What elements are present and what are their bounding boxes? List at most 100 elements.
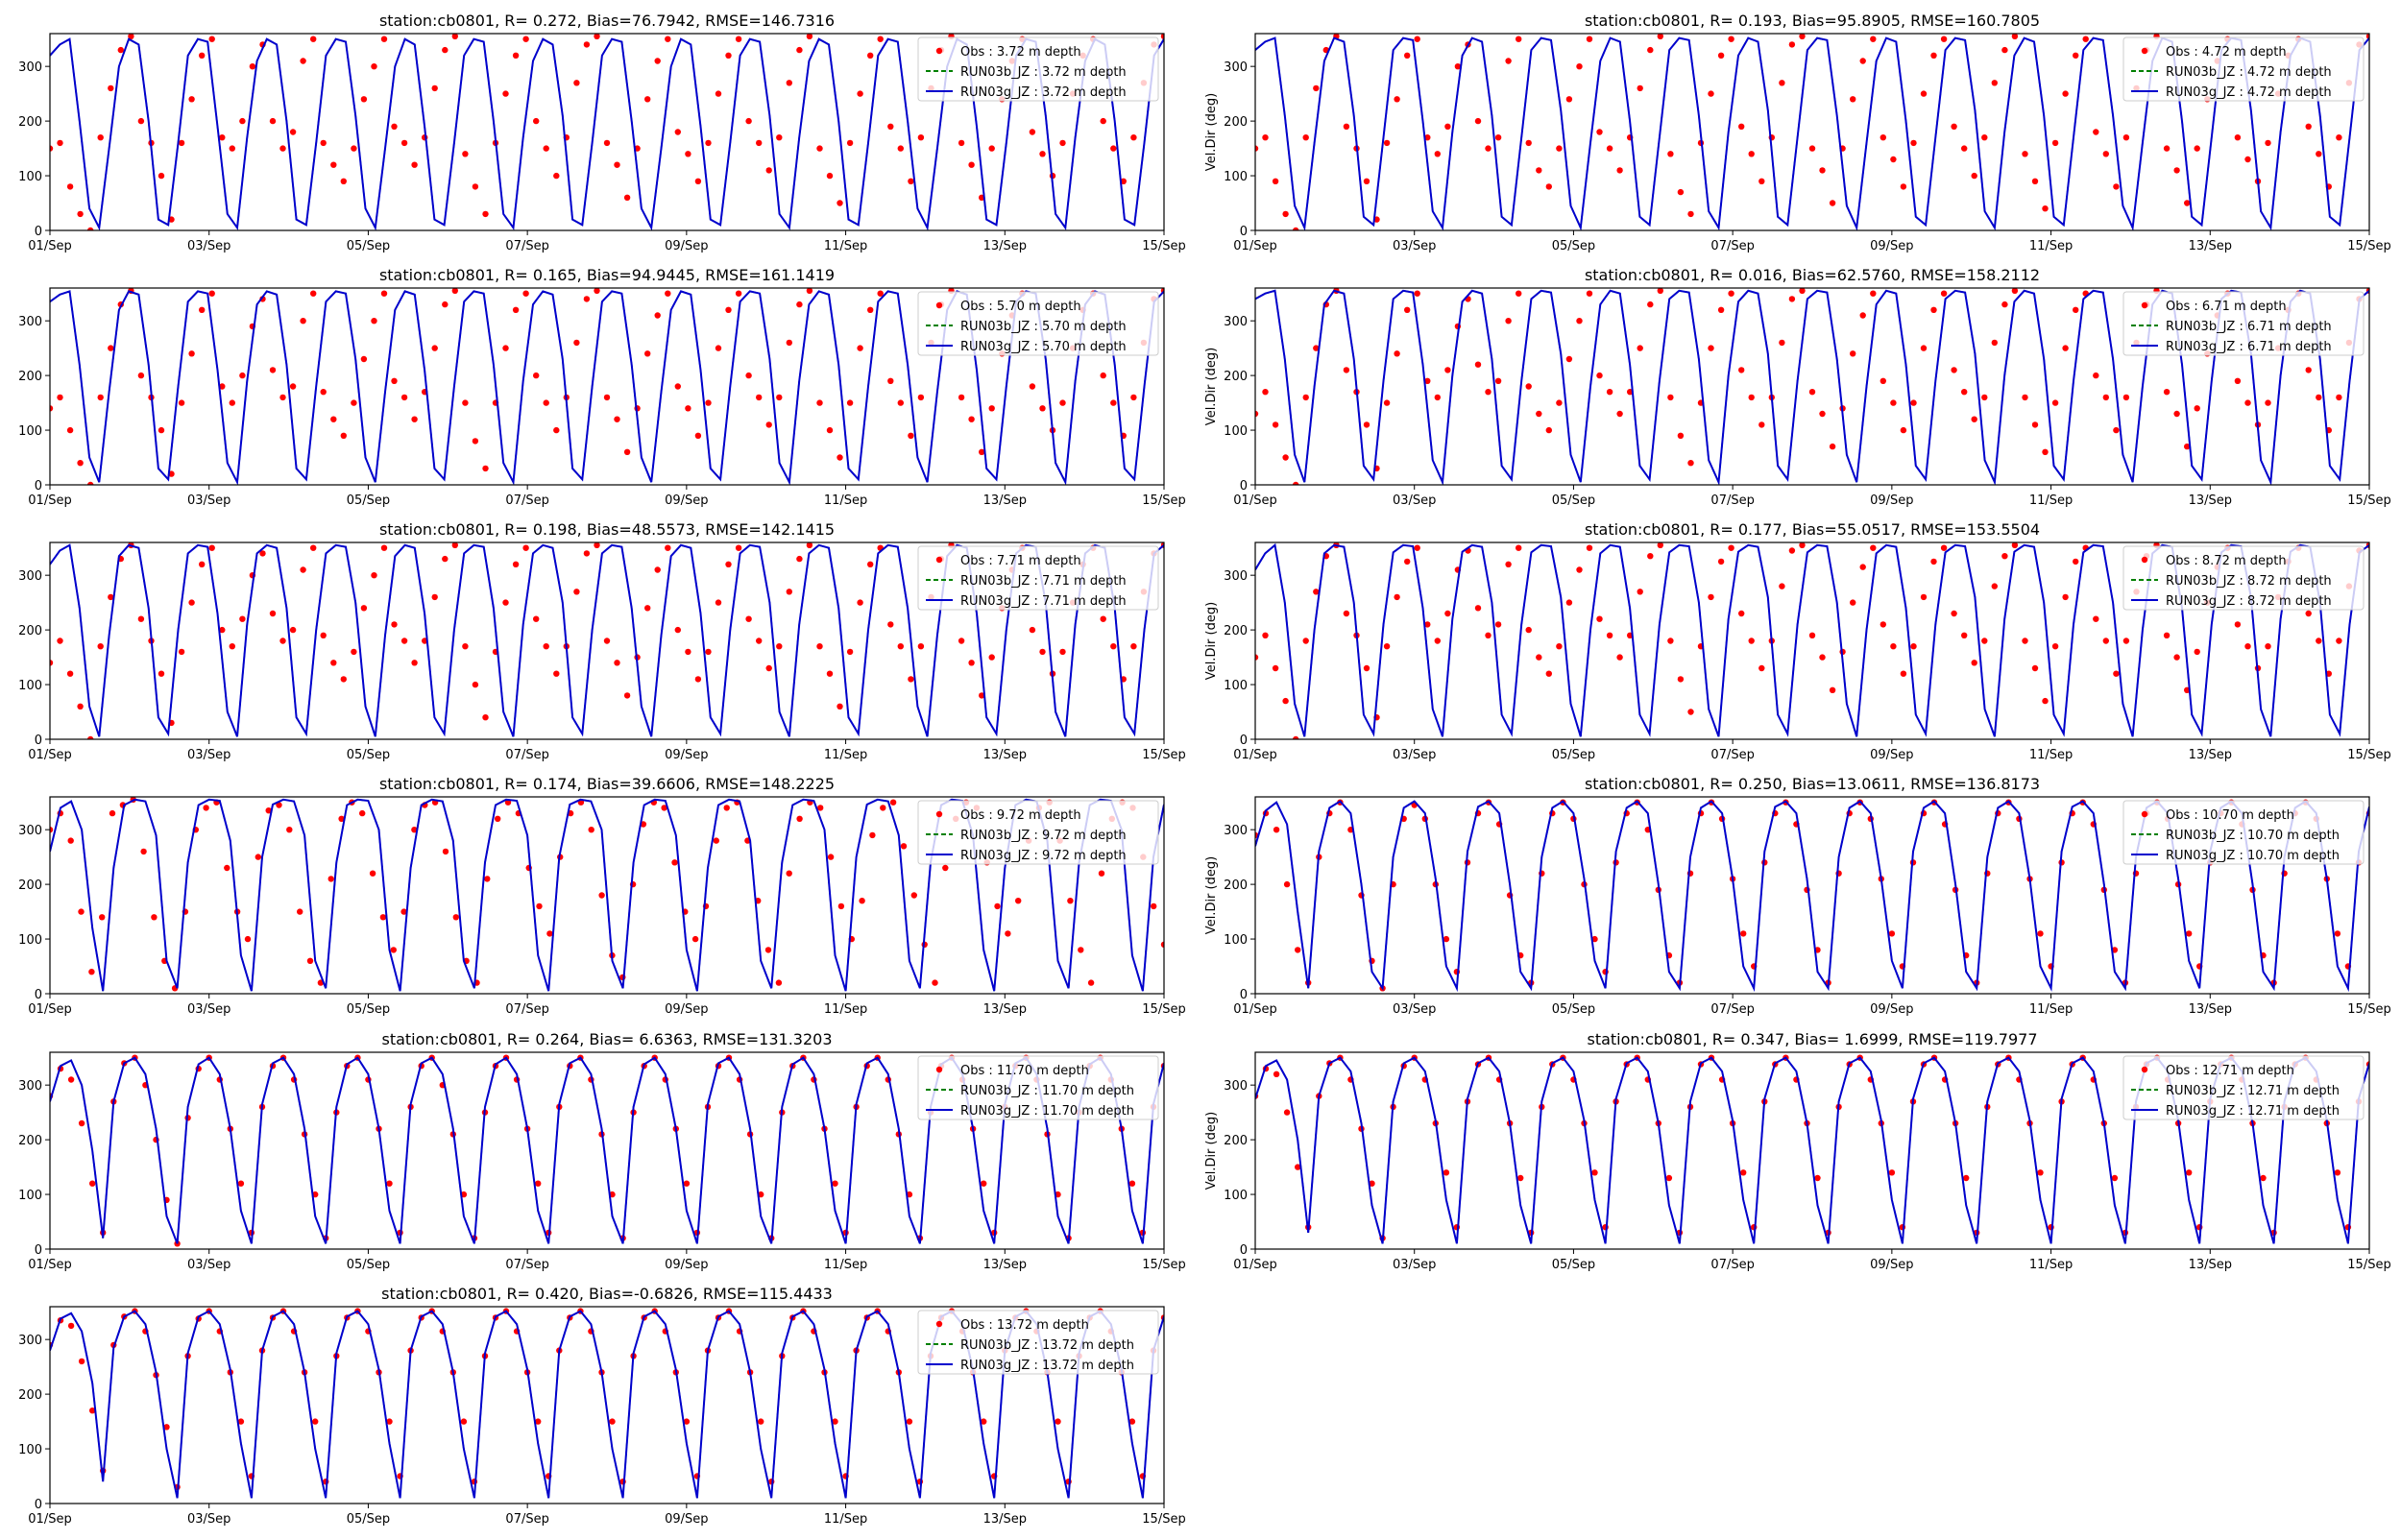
- obs-point: [2244, 399, 2251, 406]
- y-tick-label: 0: [35, 988, 42, 1002]
- x-tick-label: 03/Sep: [1393, 1002, 1436, 1017]
- obs-point: [796, 301, 803, 308]
- obs-point: [745, 372, 752, 379]
- obs-point: [1424, 621, 1431, 628]
- obs-point: [371, 63, 377, 70]
- obs-point: [857, 345, 863, 351]
- obs-point: [1282, 210, 1289, 218]
- obs-point: [158, 172, 165, 180]
- series-run03g-line: [1255, 800, 2369, 993]
- x-tick-label: 07/Sep: [505, 1512, 548, 1527]
- obs-point: [188, 350, 195, 357]
- x-tick-label: 05/Sep: [347, 748, 390, 762]
- legend: Obs : 4.72 m depth RUN03b_JZ : 4.72 m dep…: [2122, 36, 2365, 102]
- obs-point: [380, 290, 388, 297]
- obs-point: [269, 610, 277, 617]
- obs-point: [1890, 643, 1897, 650]
- obs-point: [1940, 544, 1948, 551]
- obs-point: [442, 301, 449, 308]
- axes-frame: [1254, 33, 2370, 231]
- x-tick-label: 11/Sep: [2029, 748, 2073, 762]
- legend: Obs : 10.70 m depth RUN03b_JZ : 10.70 m d…: [2122, 800, 2365, 865]
- legend-entry: RUN03b_JZ : 3.72 m depth: [960, 65, 1127, 80]
- obs-point: [1262, 389, 1269, 396]
- y-tick-label: 0: [35, 1243, 42, 1258]
- obs-point: [1677, 432, 1685, 439]
- y-axis-label: Vel.Dir (deg): [1204, 856, 1219, 934]
- obs-point: [1738, 123, 1745, 130]
- obs-point: [67, 837, 74, 844]
- chart-title: station:cb0801, R= 0.193, Bias=95.8905, …: [1585, 12, 2040, 30]
- obs-point: [50, 660, 54, 666]
- x-tick-label: 07/Sep: [505, 239, 548, 253]
- obs-point: [1059, 139, 1066, 147]
- obs-point: [1536, 410, 1542, 418]
- obs-point: [2102, 638, 2109, 644]
- obs-point: [1525, 383, 1532, 390]
- obs-point: [276, 802, 282, 808]
- obs-point: [1039, 151, 1046, 157]
- obs-point: [543, 145, 549, 152]
- obs-point: [786, 80, 792, 86]
- obs-point: [289, 129, 297, 135]
- obs-point: [522, 290, 529, 297]
- obs-point: [1565, 96, 1573, 103]
- chart-title: station:cb0801, R= 0.177, Bias=55.0517, …: [1585, 520, 2040, 539]
- obs-point: [775, 979, 783, 986]
- obs-point: [1616, 410, 1623, 418]
- obs-point: [1951, 367, 1957, 373]
- obs-point: [694, 178, 702, 184]
- obs-point: [1596, 615, 1603, 622]
- y-tick-label: 100: [1224, 424, 1248, 439]
- obs-point: [512, 52, 520, 59]
- obs-point: [880, 805, 886, 811]
- legend-entry: Obs : 11.70 m depth: [960, 1064, 1089, 1078]
- obs-point: [50, 405, 54, 412]
- obs-point: [1808, 145, 1816, 152]
- x-tick-label: 01/Sep: [28, 1512, 71, 1527]
- obs-point: [887, 621, 894, 628]
- chart-panel-3: station:cb0801, R= 0.165, Bias=94.9445, …: [18, 266, 1186, 508]
- obs-point: [400, 394, 408, 401]
- obs-point: [980, 1180, 987, 1187]
- obs-point: [371, 318, 377, 325]
- obs-point: [330, 161, 337, 168]
- obs-point: [535, 1180, 542, 1187]
- obs-point: [1525, 626, 1532, 634]
- obs-point: [320, 389, 327, 396]
- obs-point: [683, 1180, 691, 1187]
- legend-entry: Obs : 6.71 m depth: [2166, 300, 2287, 314]
- obs-point: [2102, 394, 2109, 401]
- obs-point: [1255, 145, 1259, 152]
- obs-point: [1596, 372, 1603, 379]
- obs-point: [1272, 178, 1279, 184]
- obs-point: [229, 399, 235, 406]
- x-tick-label: 13/Sep: [2189, 239, 2232, 253]
- obs-point: [1029, 129, 1036, 135]
- x-tick-label: 07/Sep: [1710, 493, 1754, 508]
- obs-point: [826, 426, 834, 434]
- obs-point: [1525, 139, 1532, 147]
- obs-point: [958, 394, 965, 401]
- obs-point: [1586, 36, 1593, 42]
- obs-point: [1444, 610, 1451, 617]
- obs-point: [108, 593, 114, 601]
- obs-point: [725, 306, 732, 313]
- obs-point: [1262, 134, 1269, 141]
- obs-point: [1890, 156, 1897, 163]
- axes-frame: [1254, 796, 2370, 995]
- obs-point: [1059, 399, 1066, 406]
- obs-point: [117, 46, 124, 54]
- x-tick-label: 03/Sep: [187, 1258, 230, 1272]
- obs-point: [1748, 151, 1755, 157]
- legend-entry: RUN03g_JZ : 10.70 m depth: [2166, 849, 2340, 863]
- obs-point: [1576, 318, 1583, 325]
- obs-point: [1100, 615, 1106, 622]
- obs-point: [239, 372, 246, 379]
- obs-point: [360, 355, 368, 363]
- y-axis-label: Vel.Dir (deg): [1204, 602, 1219, 680]
- obs-point: [2031, 664, 2039, 672]
- obs-point: [2234, 621, 2242, 628]
- y-tick-label: 100: [18, 424, 42, 439]
- obs-point: [78, 1358, 85, 1365]
